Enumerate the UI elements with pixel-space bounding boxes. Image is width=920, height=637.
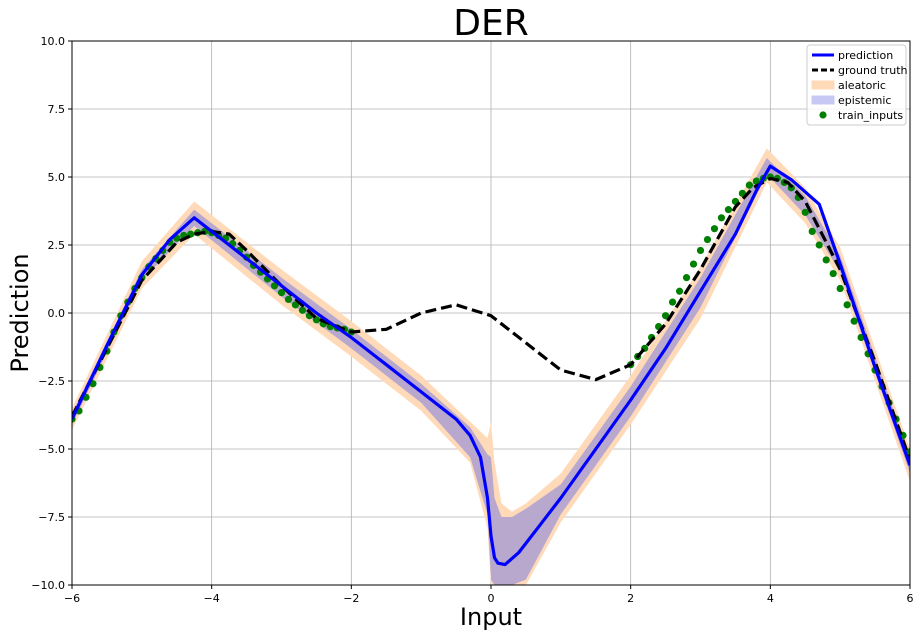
legend-box [806,44,907,126]
y-tick-label: −7.5 [38,511,65,524]
train-input-point [689,260,698,268]
legend-swatch-aleatoric [811,80,835,90]
train-input-point [291,301,300,309]
x-tick-label: −4 [204,592,220,605]
y-tick-label: −10.0 [31,579,65,592]
y-tick-label: 0.0 [48,307,66,320]
y-tick-label: 10.0 [41,35,66,48]
train-input-point [724,206,733,214]
legend-swatch-epistemic [811,95,835,105]
train-input-point [696,246,705,255]
train-input-point [661,312,670,320]
y-axis-ticks: −10.0 −7.5 −5.0 −2.5 0.0 2.5 5.0 7.5 10.0 [31,35,72,592]
chart-title: DER [453,3,528,44]
train-input-point [682,274,691,282]
train-input-point [284,295,293,303]
x-tick-label: 2 [627,592,634,605]
train-input-point [829,269,837,278]
prediction-line-group [72,164,910,567]
legend-label: epistemic [838,94,891,107]
legend-label: train_inputs [838,109,903,122]
train-input-point [277,289,286,297]
train-input-point [850,317,858,325]
train-input-point [752,177,760,185]
train-input-point [815,241,823,249]
prediction-line [72,164,910,567]
x-tick-label: 6 [907,592,914,605]
x-tick-label: 4 [767,592,774,605]
train-input-point [843,301,851,309]
legend: prediction ground truth aleatoric epistemic… [806,44,908,126]
x-tick-label: −2 [343,592,359,605]
train-input-point [836,284,844,293]
train-input-point [703,235,712,244]
legend-label: aleatoric [838,79,886,92]
train-input-point [717,214,726,222]
epistemic-area [72,158,910,585]
y-tick-label: 5.0 [48,171,66,184]
x-tick-label: 0 [488,592,495,605]
x-axis-title: Input [460,603,522,631]
train-input-point [298,306,307,314]
x-tick-label: −6 [64,592,80,605]
y-tick-label: 2.5 [48,239,66,252]
legend-label: prediction [838,49,893,62]
train-input-point [710,225,719,233]
train-input-point [801,208,809,216]
train-input-point [822,256,830,264]
y-tick-label: 7.5 [48,103,66,116]
train-input-point [675,287,684,295]
train-input-point [808,227,816,235]
y-tick-label: −5.0 [38,443,65,456]
train-input-point [668,298,677,306]
x-axis-ticks: −6 −4 −2 0 2 4 6 [64,585,914,605]
ground-truth-line-group [72,176,910,461]
legend-swatch-train-inputs [819,111,827,119]
epistemic-band [72,158,910,585]
y-axis-title: Prediction [6,253,34,372]
train-input-point [270,282,279,290]
legend-label: ground truth [838,64,908,77]
ground-truth-line [72,176,910,461]
train-input-point [745,181,753,189]
y-tick-label: −2.5 [38,375,65,388]
